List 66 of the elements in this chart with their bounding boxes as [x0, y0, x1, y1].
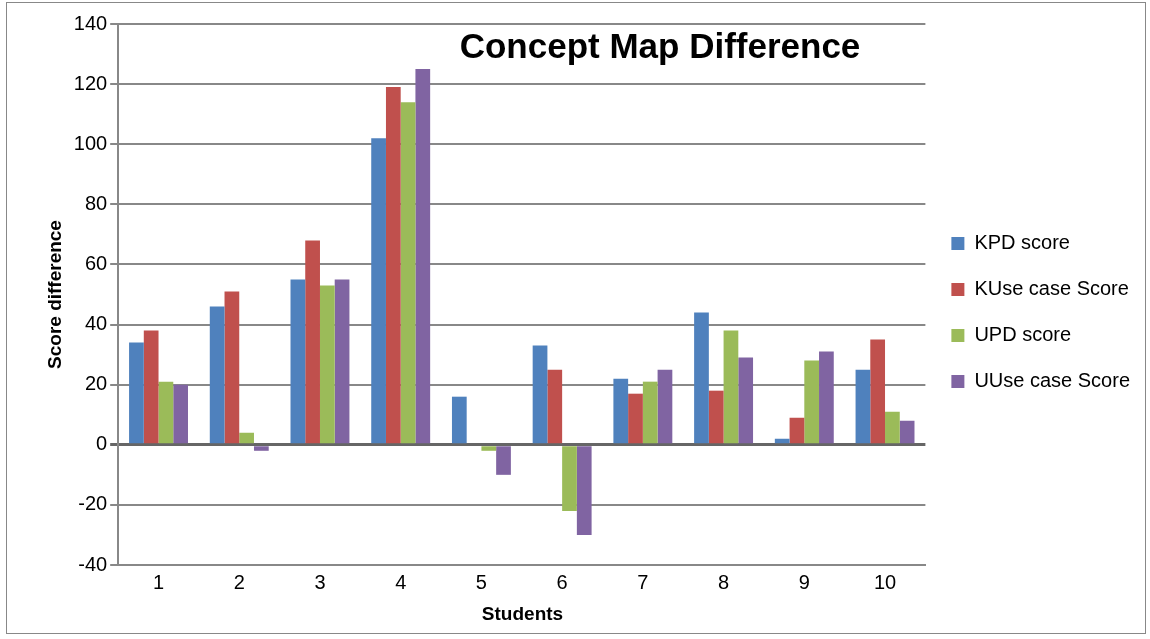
y-tick-label: 0: [96, 432, 108, 455]
bar: [496, 446, 511, 475]
chart-title: Concept Map Difference: [458, 26, 862, 66]
bar: [613, 378, 629, 444]
bar: [870, 339, 886, 444]
x-axis-title: Students: [480, 603, 565, 625]
bar: [789, 417, 805, 444]
bar: [385, 87, 401, 444]
x-tick-label: 10: [873, 570, 897, 593]
x-tick-label: 5: [475, 570, 487, 593]
legend-label: UPD score: [974, 323, 1072, 346]
bar: [547, 369, 563, 444]
bar: [253, 446, 269, 451]
x-tick-label: 9: [798, 570, 810, 593]
bar: [694, 312, 709, 444]
bar: [319, 285, 335, 444]
y-tick-label: 140: [73, 11, 108, 34]
bar: [129, 342, 144, 444]
legend-label: KPD score: [974, 231, 1070, 254]
bar: [224, 291, 240, 444]
bar: [290, 279, 306, 444]
bar: [532, 345, 548, 444]
x-tick-label: 2: [233, 570, 245, 593]
bar: [804, 360, 820, 444]
bar: [239, 432, 254, 444]
bar: [738, 357, 754, 444]
bar: [451, 396, 467, 444]
bar: [209, 306, 225, 444]
bar: [481, 446, 497, 451]
x-tick-label: 1: [152, 570, 165, 593]
y-tick-label: 20: [84, 372, 108, 395]
bar: [158, 381, 174, 444]
bar: [899, 420, 915, 444]
bar: [371, 138, 386, 444]
bar: [305, 240, 320, 444]
bar: [415, 69, 431, 444]
bar: [143, 330, 159, 444]
x-tick-label: 7: [637, 570, 649, 593]
legend-label: UUse case Score: [974, 369, 1131, 392]
y-tick-label: -20: [78, 492, 108, 515]
x-tick-label: 4: [395, 570, 407, 593]
bar: [708, 390, 724, 444]
y-tick-label: -40: [78, 552, 108, 575]
bar: [819, 351, 834, 444]
bar: [657, 369, 673, 444]
bar: [576, 446, 592, 535]
bar: [885, 411, 900, 444]
y-tick-label: 120: [73, 71, 108, 94]
x-tick-label: 6: [556, 570, 568, 593]
bar: [855, 369, 871, 444]
y-axis-title: Score difference: [43, 220, 65, 369]
bar: [642, 381, 658, 444]
bar: [562, 446, 577, 511]
y-tick-label: 100: [73, 131, 108, 154]
bar: [173, 384, 188, 444]
bar: [400, 102, 416, 444]
legend-label: KUse case Score: [974, 277, 1129, 300]
x-tick-label: 3: [314, 570, 326, 593]
y-tick-label: 40: [84, 312, 108, 335]
bar: [628, 393, 643, 444]
y-tick-label: 60: [84, 251, 108, 274]
y-tick-label: 80: [84, 191, 108, 214]
bar: [334, 279, 350, 444]
bar: [723, 330, 739, 444]
x-tick-label: 8: [718, 570, 730, 593]
bar: [774, 438, 790, 444]
